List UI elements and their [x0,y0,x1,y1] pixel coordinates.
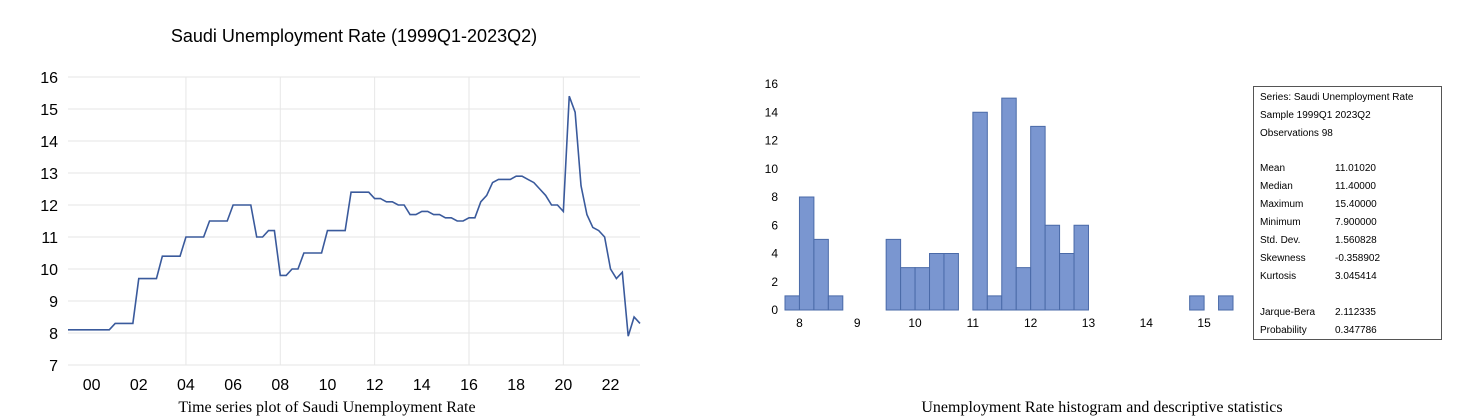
x-tick-label: 12 [366,377,384,394]
x-tick-label: 00 [83,377,101,394]
x-tick-label: 22 [602,377,620,394]
histogram-bar [784,295,800,311]
histogram-bar [813,238,829,311]
x-tick-label: 08 [271,377,289,394]
histogram-bar [1073,224,1089,311]
histogram-bar [1218,295,1234,311]
time-series-chart: Saudi Unemployment Rate (1999Q1-2023Q2) … [40,26,641,416]
x-tick-label: 04 [177,377,195,394]
histogram-bar [1030,125,1046,311]
stat-value: 15.40000 [1335,199,1377,210]
y-tick-label: 14 [40,134,58,151]
histogram-bar [1059,253,1075,311]
x-tick-label: 8 [796,316,803,330]
y-tick-label: 4 [771,247,778,261]
stat-value: 11.40000 [1335,181,1376,192]
y-axis-ticks: 7 8 9 10 11 12 13 14 15 16 [40,70,58,375]
y-tick-label: 0 [771,303,778,317]
unemployment-series-line [68,95,641,337]
histogram-bar [972,111,988,311]
stat-label: Maximum [1260,199,1304,210]
stat-value: 11.01020 [1335,163,1376,174]
test-value: 2.112335 [1335,307,1376,318]
stat-value: -0.358902 [1335,253,1381,264]
left-caption: Time series plot of Saudi Unemployment R… [178,399,475,416]
test-label: Probability [1260,325,1307,336]
stat-label: Minimum [1260,217,1301,228]
y-tick-label: 10 [40,262,58,279]
stats-series-label: Series: Saudi Unemployment Rate [1260,92,1414,103]
chart-title: Saudi Unemployment Rate (1999Q1-2023Q2) [171,26,537,46]
y-axis-ticks: 0 2 4 6 8 10 12 14 16 [765,77,779,317]
stat-label: Mean [1260,163,1286,174]
test-value: 0.347786 [1335,325,1377,336]
stat-label: Std. Dev. [1260,235,1301,246]
histogram-bar [914,267,931,311]
y-tick-label: 13 [40,166,58,183]
x-axis-ticks: 00 02 04 06 08 10 12 14 16 18 20 22 [83,377,620,394]
y-tick-label: 2 [771,275,778,289]
stat-label: Skewness [1260,253,1306,264]
histogram-bar [885,238,902,311]
y-tick-label: 16 [40,70,58,87]
histogram-bar [929,253,945,311]
gridlines [68,76,640,366]
histogram-bar [943,253,959,311]
right-caption: Unemployment Rate histogram and descript… [921,399,1282,416]
descriptive-statistics-box: Series: Saudi Unemployment Rate Sample 1… [1253,86,1442,340]
histogram-chart: 0 2 4 6 8 10 12 14 16 8 9 10 11 12 13 14 15 Unemploymen… [765,77,1283,416]
x-tick-label: 14 [413,377,431,394]
histogram-bar [1001,97,1017,311]
test-label: Jarque-Bera [1260,307,1316,318]
histogram-bar [827,295,844,311]
x-tick-label: 14 [1140,316,1154,330]
x-axis-ticks: 8 9 10 11 12 13 14 15 [796,316,1211,330]
stat-label: Median [1260,181,1293,192]
histogram-bar [986,295,1003,311]
x-tick-label: 06 [224,377,242,394]
x-tick-label: 9 [854,316,861,330]
x-tick-label: 20 [554,377,572,394]
histogram-bar [1015,267,1032,311]
y-tick-label: 10 [765,162,779,176]
x-tick-label: 12 [1024,316,1038,330]
x-tick-label: 16 [460,377,478,394]
histogram-bar [1189,295,1205,311]
y-tick-label: 7 [49,358,58,375]
y-tick-label: 6 [771,218,778,232]
stat-value: 7.900000 [1335,217,1377,228]
histogram-bar [798,196,815,311]
stats-sample-label: Sample 1999Q1 2023Q2 [1260,110,1371,121]
x-tick-label: 02 [130,377,148,394]
y-tick-label: 9 [49,294,58,311]
x-tick-label: 15 [1197,316,1211,330]
histogram-bars [784,97,1234,311]
y-tick-label: 8 [49,326,58,343]
x-tick-label: 18 [507,377,525,394]
histogram-bar [1044,224,1061,311]
x-tick-label: 11 [967,316,980,330]
y-tick-label: 15 [40,102,58,119]
x-tick-label: 10 [908,316,922,330]
x-tick-label: 10 [319,377,337,394]
y-tick-label: 16 [765,77,779,91]
histogram-bar [900,267,916,311]
y-tick-label: 12 [40,198,58,215]
x-tick-label: 13 [1082,316,1096,330]
stat-value: 3.045414 [1335,271,1377,282]
stats-observations-label: Observations 98 [1260,128,1333,139]
stat-value: 1.560828 [1335,235,1377,246]
y-tick-label: 8 [771,190,778,204]
y-tick-label: 12 [765,134,779,148]
stat-label: Kurtosis [1260,271,1297,282]
y-tick-label: 14 [765,105,779,119]
y-tick-label: 11 [41,230,58,247]
